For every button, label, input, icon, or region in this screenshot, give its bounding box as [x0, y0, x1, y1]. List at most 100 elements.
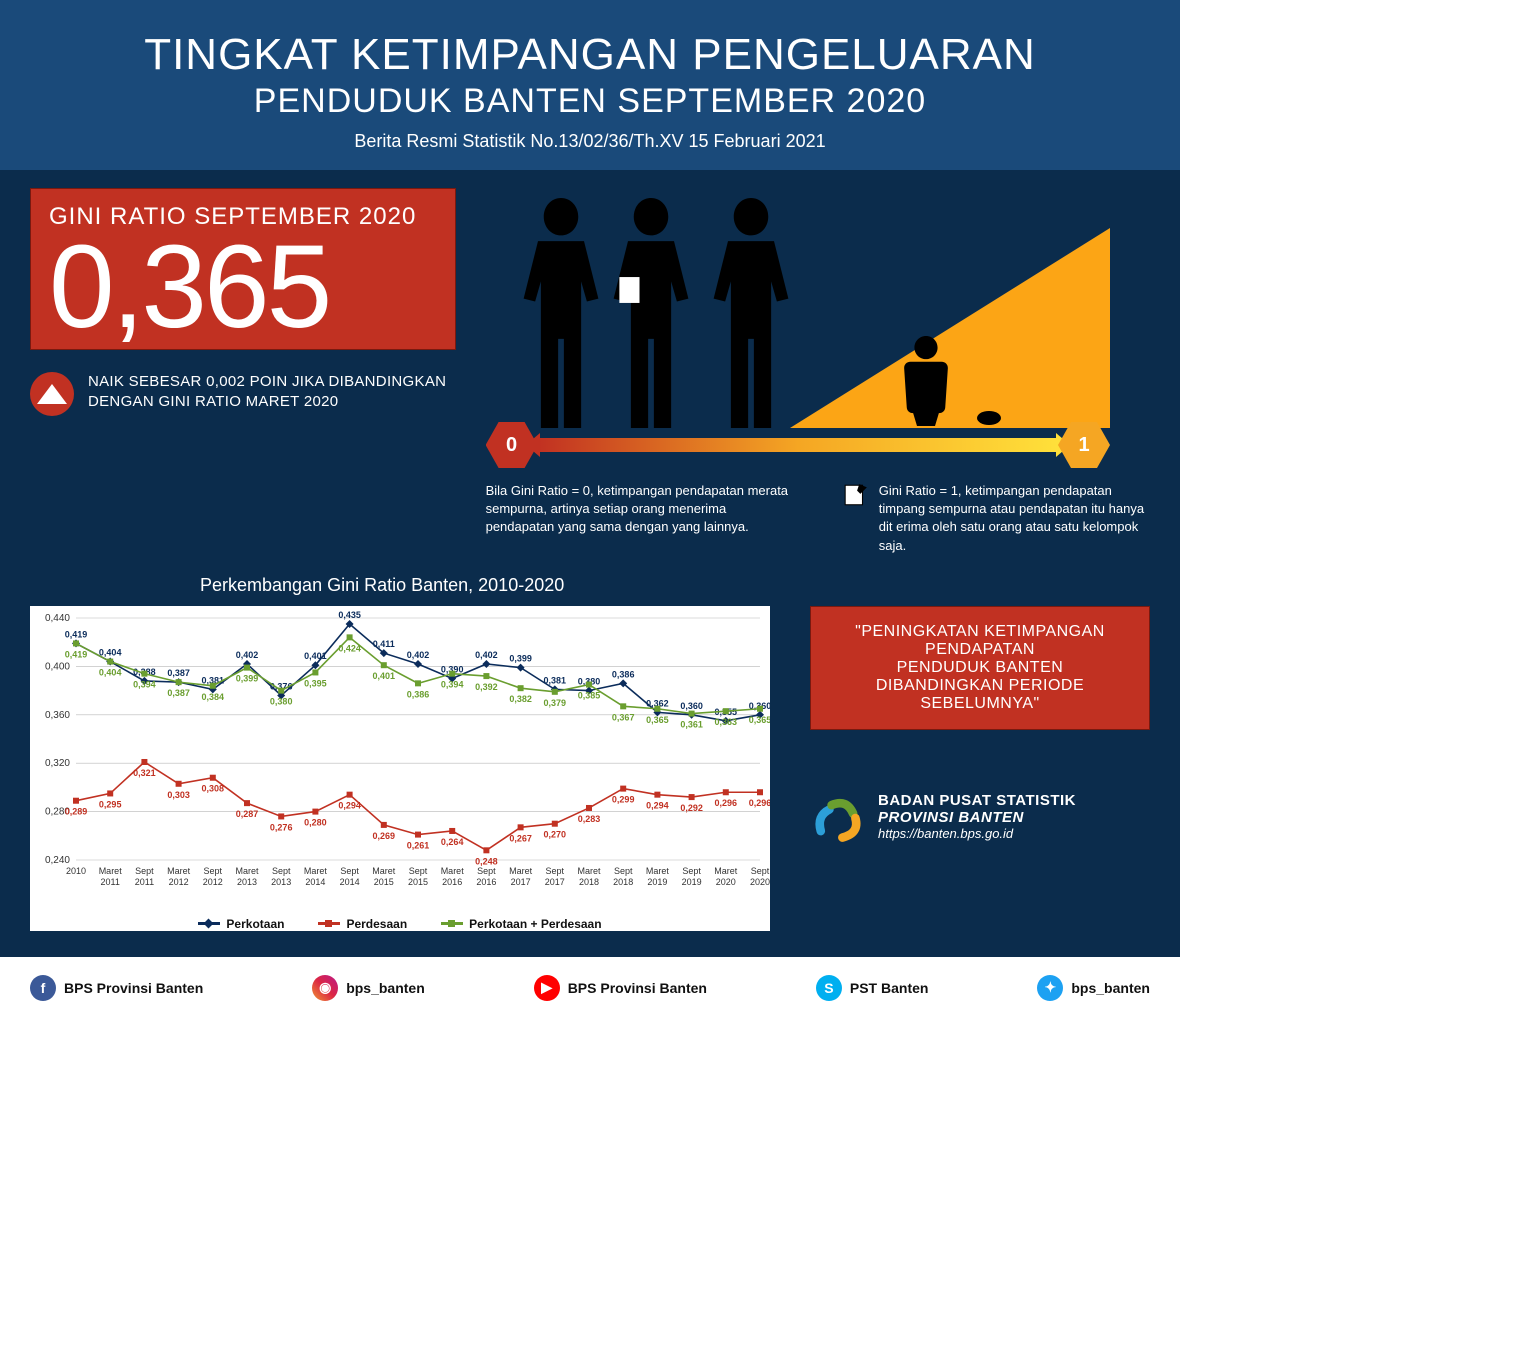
svg-text:0,395: 0,395 [304, 678, 327, 688]
svg-text:Maret: Maret [714, 866, 738, 876]
svg-text:0,280: 0,280 [304, 817, 327, 827]
svg-text:2019: 2019 [647, 877, 667, 887]
svg-text:Sept: Sept [340, 866, 359, 876]
svg-text:0,419: 0,419 [65, 649, 88, 659]
svg-text:0,289: 0,289 [65, 806, 88, 816]
svg-text:0,435: 0,435 [338, 610, 361, 620]
svg-text:0,401: 0,401 [373, 671, 396, 681]
svg-text:0,381: 0,381 [544, 675, 567, 685]
footer-skype[interactable]: SPST Banten [816, 975, 929, 1001]
svg-text:2013: 2013 [237, 877, 257, 887]
social-footer: fBPS Provinsi Banten ◉bps_banten ▶BPS Pr… [0, 953, 1180, 1027]
gini-value: 0,365 [49, 231, 437, 343]
skype-icon: S [816, 975, 842, 1001]
svg-text:0,365: 0,365 [749, 715, 770, 725]
person-sitting [886, 336, 966, 426]
svg-text:0,382: 0,382 [509, 694, 532, 704]
svg-text:2019: 2019 [682, 877, 702, 887]
title-line2: PENDUDUK BANTEN SEPTEMBER 2020 [20, 82, 1160, 121]
svg-text:0,411: 0,411 [373, 639, 395, 649]
svg-text:0,269: 0,269 [373, 831, 396, 841]
svg-text:0,295: 0,295 [99, 799, 122, 809]
svg-text:0,292: 0,292 [680, 803, 703, 813]
footer-twitter[interactable]: ✦bps_banten [1037, 975, 1150, 1001]
svg-text:Maret: Maret [577, 866, 601, 876]
svg-text:0,379: 0,379 [544, 698, 567, 708]
svg-text:0,240: 0,240 [45, 855, 70, 866]
svg-text:0,440: 0,440 [45, 613, 70, 624]
org-url: https://banten.bps.go.id [878, 826, 1076, 841]
svg-text:0,360: 0,360 [45, 710, 70, 721]
svg-text:Sept: Sept [477, 866, 496, 876]
inequality-illustration: 0 1 [486, 188, 1150, 468]
svg-text:Sept: Sept [682, 866, 701, 876]
svg-text:0,387: 0,387 [167, 668, 190, 678]
svg-text:0,402: 0,402 [407, 650, 430, 660]
svg-text:0,399: 0,399 [236, 673, 259, 683]
person-suit-1 [516, 198, 606, 428]
svg-text:0,386: 0,386 [407, 689, 430, 699]
svg-text:2018: 2018 [613, 877, 633, 887]
svg-text:0,261: 0,261 [407, 840, 430, 850]
svg-text:0,294: 0,294 [646, 800, 669, 810]
svg-text:Maret: Maret [167, 866, 191, 876]
svg-text:0,276: 0,276 [270, 822, 293, 832]
svg-text:0,264: 0,264 [441, 837, 464, 847]
subtitle: Berita Resmi Statistik No.13/02/36/Th.XV… [20, 131, 1160, 152]
svg-text:2013: 2013 [271, 877, 291, 887]
svg-text:2011: 2011 [101, 877, 120, 887]
svg-text:0,299: 0,299 [612, 794, 635, 804]
svg-text:0,394: 0,394 [133, 679, 156, 689]
svg-text:2014: 2014 [340, 877, 360, 887]
svg-text:0,321: 0,321 [133, 768, 156, 778]
quote-box: "PENINGKATAN KETIMPANGAN PENDAPATAN PEND… [810, 606, 1150, 730]
gini-note: NAIK SEBESAR 0,002 POIN JIKA DIBANDINGKA… [88, 372, 456, 416]
svg-text:Sept: Sept [409, 866, 428, 876]
svg-text:0,320: 0,320 [45, 758, 70, 769]
gini-scale: 0 1 [486, 422, 1110, 468]
svg-text:Sept: Sept [614, 866, 633, 876]
svg-text:0,270: 0,270 [544, 829, 567, 839]
svg-text:0,287: 0,287 [236, 809, 259, 819]
svg-text:0,296: 0,296 [715, 798, 738, 808]
svg-text:0,380: 0,380 [270, 696, 293, 706]
svg-text:2015: 2015 [408, 877, 428, 887]
svg-text:Maret: Maret [509, 866, 533, 876]
svg-text:Sept: Sept [546, 866, 565, 876]
footer-instagram[interactable]: ◉bps_banten [312, 975, 425, 1001]
scale-desc-1: Gini Ratio = 1, ketimpangan pendapatan t… [879, 482, 1150, 555]
svg-text:0,384: 0,384 [202, 692, 225, 702]
scale-one-hex: 1 [1058, 422, 1110, 468]
svg-text:0,267: 0,267 [509, 833, 532, 843]
svg-text:0,392: 0,392 [475, 682, 498, 692]
org-block: BADAN PUSAT STATISTIK PROVINSI BANTEN ht… [810, 790, 1150, 844]
footer-facebook[interactable]: fBPS Provinsi Banten [30, 975, 203, 1001]
svg-text:2010: 2010 [66, 866, 86, 876]
instagram-icon: ◉ [312, 975, 338, 1001]
svg-text:0,361: 0,361 [680, 719, 703, 729]
svg-text:0,363: 0,363 [715, 717, 738, 727]
svg-text:0,404: 0,404 [99, 647, 122, 657]
svg-text:2014: 2014 [305, 877, 325, 887]
footer-youtube[interactable]: ▶BPS Provinsi Banten [534, 975, 707, 1001]
twitter-icon: ✦ [1037, 975, 1063, 1001]
svg-text:0,385: 0,385 [578, 690, 601, 700]
svg-text:Sept: Sept [751, 866, 770, 876]
svg-text:2020: 2020 [716, 877, 736, 887]
svg-text:Maret: Maret [646, 866, 670, 876]
svg-text:2017: 2017 [545, 877, 565, 887]
youtube-icon: ▶ [534, 975, 560, 1001]
svg-text:0,367: 0,367 [612, 712, 635, 722]
svg-text:2017: 2017 [511, 877, 531, 887]
svg-text:2012: 2012 [203, 877, 223, 887]
chart-title: Perkembangan Gini Ratio Banten, 2010-202… [200, 575, 1150, 596]
svg-text:0,419: 0,419 [65, 629, 88, 639]
svg-text:0,404: 0,404 [99, 667, 122, 677]
svg-text:2016: 2016 [476, 877, 496, 887]
person-suit-3 [706, 198, 796, 428]
svg-text:0,248: 0,248 [475, 856, 498, 866]
title-line1: TINGKAT KETIMPANGAN PENGELUARAN [20, 30, 1160, 80]
svg-text:Sept: Sept [272, 866, 291, 876]
svg-text:2020: 2020 [750, 877, 770, 887]
svg-text:0,394: 0,394 [441, 679, 464, 689]
